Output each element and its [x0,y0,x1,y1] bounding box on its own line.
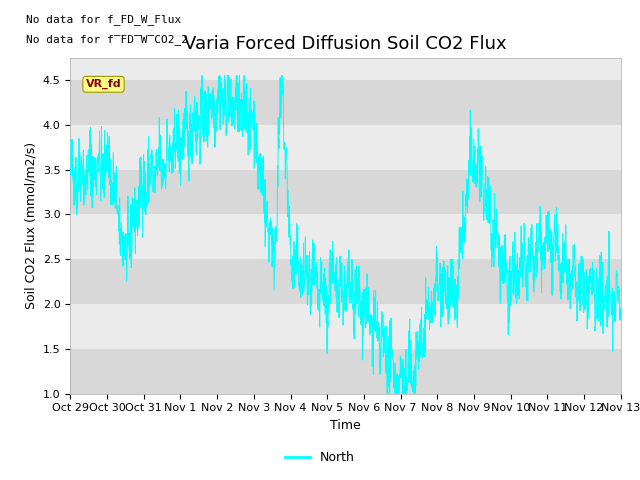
Bar [70,80,621,125]
Text: No data for f_FD_W_Flux: No data for f_FD_W_Flux [26,14,182,25]
Bar [70,169,621,215]
Y-axis label: Soil CO2 Flux (mmol/m2/s): Soil CO2 Flux (mmol/m2/s) [24,142,37,309]
Bar [70,349,621,394]
Text: No data for f̅FD̅W̅CO2_2: No data for f̅FD̅W̅CO2_2 [26,34,188,45]
X-axis label: Time: Time [330,419,361,432]
Title: Varia Forced Diffusion Soil CO2 Flux: Varia Forced Diffusion Soil CO2 Flux [184,35,507,53]
Legend: North: North [280,446,360,469]
Text: VR_fd: VR_fd [86,79,122,89]
Bar [70,259,621,304]
